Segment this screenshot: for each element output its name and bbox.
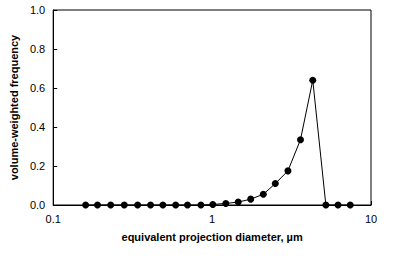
- svg-text:0.4: 0.4: [30, 121, 45, 133]
- svg-text:0.6: 0.6: [30, 82, 45, 94]
- svg-text:0.8: 0.8: [30, 43, 45, 55]
- svg-text:1.0: 1.0: [30, 4, 45, 16]
- svg-text:volume-weighted frequency: volume-weighted frequency: [8, 34, 20, 180]
- svg-text:0.0: 0.0: [30, 199, 45, 211]
- svg-text:0.2: 0.2: [30, 160, 45, 172]
- svg-text:equivalent projection diameter: equivalent projection diameter, µm: [122, 231, 303, 243]
- svg-text:10: 10: [365, 213, 377, 225]
- svg-text:1: 1: [209, 213, 215, 225]
- svg-text:0.1: 0.1: [46, 213, 61, 225]
